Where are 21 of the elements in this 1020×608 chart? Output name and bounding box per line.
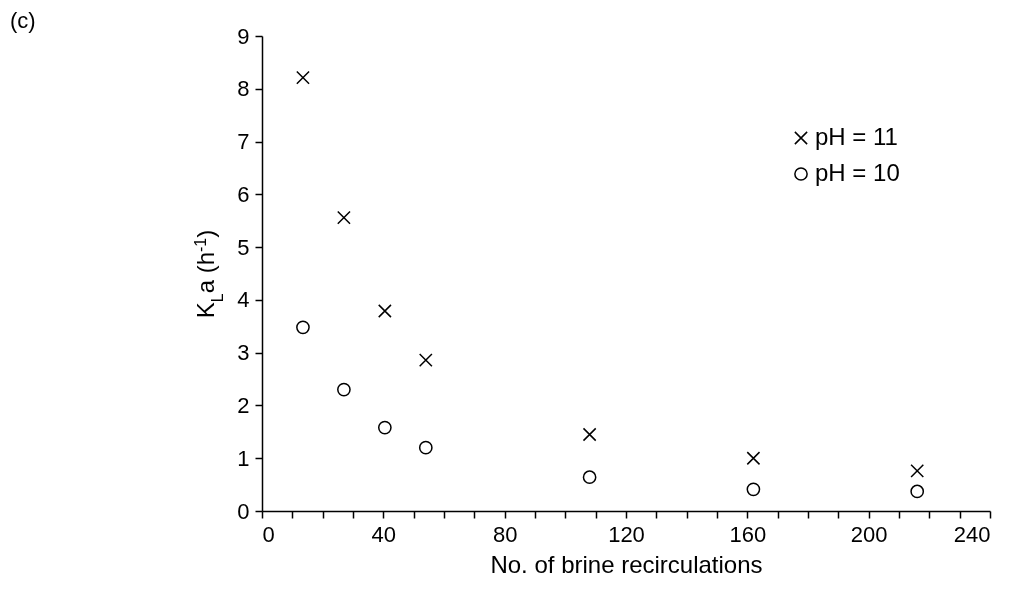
y-tick-label: 6: [237, 181, 250, 207]
x-tick-label: 120: [608, 521, 645, 547]
x-tick-label: 40: [371, 521, 397, 547]
y-tick-label: 8: [237, 76, 250, 102]
y-tick-label: 9: [237, 23, 250, 49]
legend-label: pH = 10: [815, 159, 900, 186]
y-tick-label: 3: [237, 340, 250, 366]
x-tick-label: 0: [262, 521, 275, 547]
y-tick-label: 0: [237, 498, 250, 524]
y-tick-label: 1: [237, 445, 250, 471]
x-tick-label: 200: [850, 521, 888, 547]
x-tick-label: 160: [729, 521, 767, 547]
y-tick-label: 2: [237, 392, 250, 418]
text: (c): [10, 8, 36, 34]
y-tick-label: 7: [237, 129, 250, 155]
x-axis-title: No. of brine recirculations: [490, 550, 763, 578]
legend-label: pH = 11: [815, 123, 898, 150]
y-tick-label: 5: [237, 234, 250, 260]
x-tick-label: 80: [492, 521, 518, 547]
x-tick-label: 240: [953, 521, 991, 547]
y-tick-label: 4: [237, 287, 250, 313]
